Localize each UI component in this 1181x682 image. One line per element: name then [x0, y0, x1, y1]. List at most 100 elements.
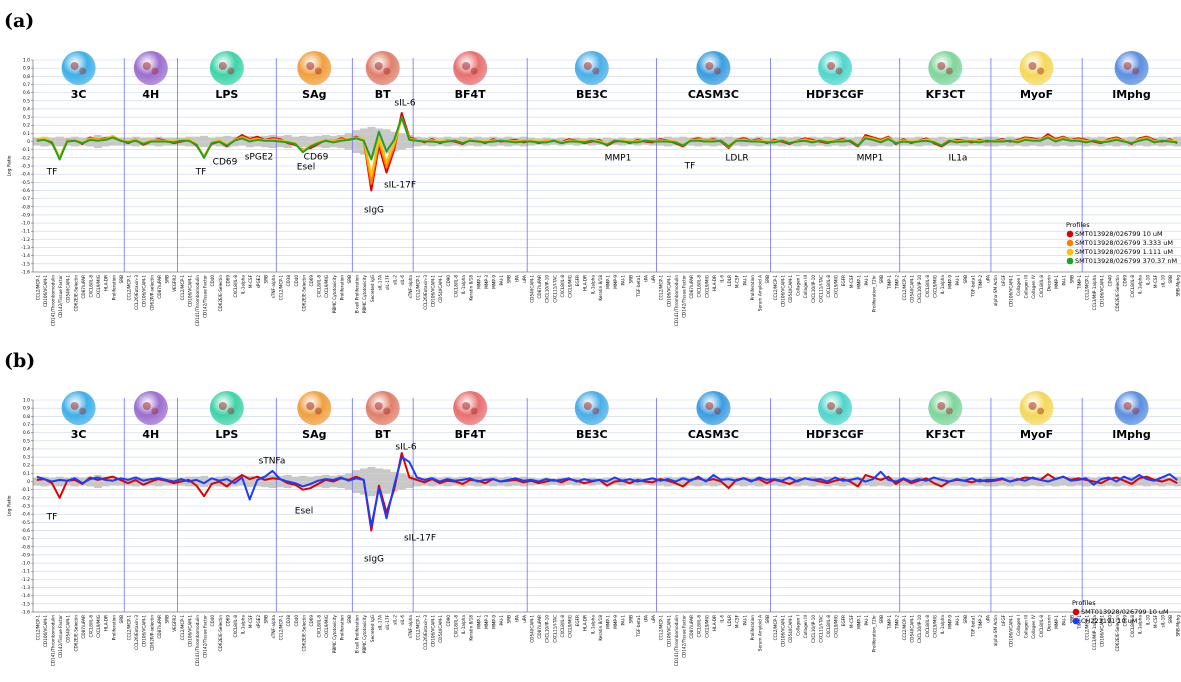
x-tick-label: tPA: [514, 275, 519, 282]
annotation: CD69: [213, 158, 238, 168]
system-icon-detail: [946, 68, 953, 75]
x-tick-label: CD62E/E-Selectin: [1115, 275, 1120, 312]
x-tick-label: IL-1alpha: [940, 275, 945, 295]
system-icon-detail: [705, 62, 713, 70]
x-tick-label: CCL3/MIP-1alpha: [1092, 275, 1097, 311]
x-tick-label: SRB: [963, 615, 968, 624]
x-tick-label: MMP-3: [484, 615, 489, 629]
x-tick-label: alpha-SM Actin: [993, 615, 998, 647]
x-tick-label: IL-1alpha: [590, 275, 595, 295]
system-icon-detail: [151, 408, 158, 415]
x-tick-label: CXCL11/I-TAC: [818, 615, 823, 643]
system-icon-detail: [592, 68, 599, 75]
x-tick-label: SRB-Mphg: [1176, 275, 1181, 297]
y-tick-label: -1.1: [21, 569, 30, 575]
system-icon-detail: [383, 68, 390, 75]
y-tick-label: -0.3: [21, 504, 30, 510]
x-tick-label: CCL26/Eotaxin-3: [423, 615, 428, 650]
x-tick-label: MMP-9: [491, 615, 496, 629]
x-tick-label: CD141/Thrombomodulin: [195, 615, 200, 667]
system-icon: [210, 51, 244, 85]
x-tick-label: CD62E/E-Selectin: [218, 275, 223, 312]
x-tick-label: TGF-beta1: [636, 275, 641, 298]
x-tick-label: CD54/ICAM-1: [910, 615, 915, 643]
x-tick-label: uPA: [522, 615, 527, 623]
system-icon-detail: [584, 62, 592, 70]
system-name: BT: [375, 428, 391, 441]
x-tick-label: SRB: [628, 615, 633, 624]
annotation: sPGE2: [245, 153, 274, 163]
x-tick-label: IL-10: [1145, 275, 1150, 286]
x-tick-label: CD38: [286, 615, 291, 627]
x-tick-label: Collagen IV: [1031, 615, 1036, 639]
x-tick-label: MMP-1: [476, 275, 481, 289]
x-tick-label: HLA-DR: [712, 615, 717, 631]
x-tick-label: CCL2/MCP-1: [1084, 275, 1089, 301]
system-icon-detail: [836, 68, 843, 75]
legend-title: Profiles: [1072, 599, 1096, 607]
legend-marker: [1067, 258, 1074, 265]
system-name: 4H: [142, 88, 159, 101]
x-tick-label: CXCL8/IL-8: [1039, 615, 1044, 638]
x-tick-label: SRB: [765, 275, 770, 284]
x-tick-label: VEGFR2: [172, 615, 177, 632]
x-tick-label: SRB: [765, 615, 770, 624]
x-tick-label: CCL2/MCP-1: [127, 275, 132, 301]
system-name: CASM3C: [688, 428, 739, 441]
x-tick-label: CXCL8/IL-8: [925, 615, 930, 638]
system-name: LPS: [215, 428, 238, 441]
x-tick-label: TIMP-1: [887, 275, 892, 290]
system-name: 3C: [71, 88, 87, 101]
x-tick-label: SRB: [879, 275, 884, 284]
x-tick-label: IL-1alpha: [241, 615, 246, 635]
system-icon: [818, 391, 852, 425]
x-tick-label: HLA-DR: [104, 615, 109, 631]
x-tick-label: MMP-1: [606, 615, 611, 629]
x-tick-label: CD87/uPAR: [157, 275, 162, 299]
legend-title: Profiles: [1066, 221, 1090, 229]
system-icon: [134, 51, 168, 85]
system-name: CASM3C: [688, 88, 739, 101]
x-tick-label: SRB: [1069, 275, 1074, 284]
x-tick-label: Collagen I: [796, 615, 801, 636]
y-tick-label: 0.9: [23, 406, 30, 412]
system-icon: [818, 51, 852, 85]
x-tick-label: CXCL8/IL-8: [317, 615, 322, 638]
x-tick-label: CD40: [210, 615, 215, 627]
y-tick-label: -1.2: [21, 237, 30, 243]
x-tick-label: tPA: [644, 615, 649, 622]
x-tick-label: CD40: [210, 275, 215, 287]
system-icon-detail: [219, 62, 227, 70]
x-tick-label: sIL-2: [393, 275, 398, 285]
system-icon-detail: [1029, 62, 1037, 70]
system-icon-detail: [1037, 408, 1044, 415]
x-tick-label: M-CSF: [1153, 274, 1158, 288]
x-tick-label: CD142/Tissue Factor: [682, 615, 687, 658]
system-icon: [453, 51, 487, 85]
x-tick-label: Proliferation_72hr: [872, 275, 877, 312]
x-tick-label: uPA: [651, 275, 656, 283]
x-tick-label: CD69: [225, 615, 230, 627]
x-tick-label: CXCL8/IL-8: [233, 615, 238, 638]
system-name: 4H: [142, 428, 159, 441]
page: {"chart_data":[ {"type":"line","label":"…: [0, 0, 1181, 682]
x-tick-label: uPA: [986, 615, 991, 623]
x-tick-label: sIL-10: [1160, 615, 1165, 628]
x-tick-label: IL-10: [1145, 615, 1150, 626]
x-tick-label: PAI-1: [621, 615, 626, 626]
x-tick-label: CD54/ICAM-1: [529, 275, 534, 303]
x-tick-label: HLA-DR: [712, 275, 717, 291]
x-tick-label: M-CSF: [248, 274, 253, 288]
x-tick-label: SRB: [628, 275, 633, 284]
x-tick-label: TIMP-2: [894, 275, 899, 290]
x-tick-label: Collagen III: [803, 275, 808, 298]
x-tick-label: CD62P/P-selectin: [149, 615, 154, 651]
x-tick-label: CXCL8/IL-8: [233, 275, 238, 298]
system-icon-detail: [315, 68, 322, 75]
x-tick-label: CD62E/E-Selectin: [73, 615, 78, 652]
x-tick-label: Keratin 8/18: [469, 275, 474, 301]
x-tick-label: CD87/uPAR: [81, 275, 86, 299]
x-tick-label: CD62P/P-selectin: [149, 275, 154, 311]
x-tick-label: bFGF: [1001, 614, 1006, 625]
annotation: TF: [684, 162, 696, 172]
